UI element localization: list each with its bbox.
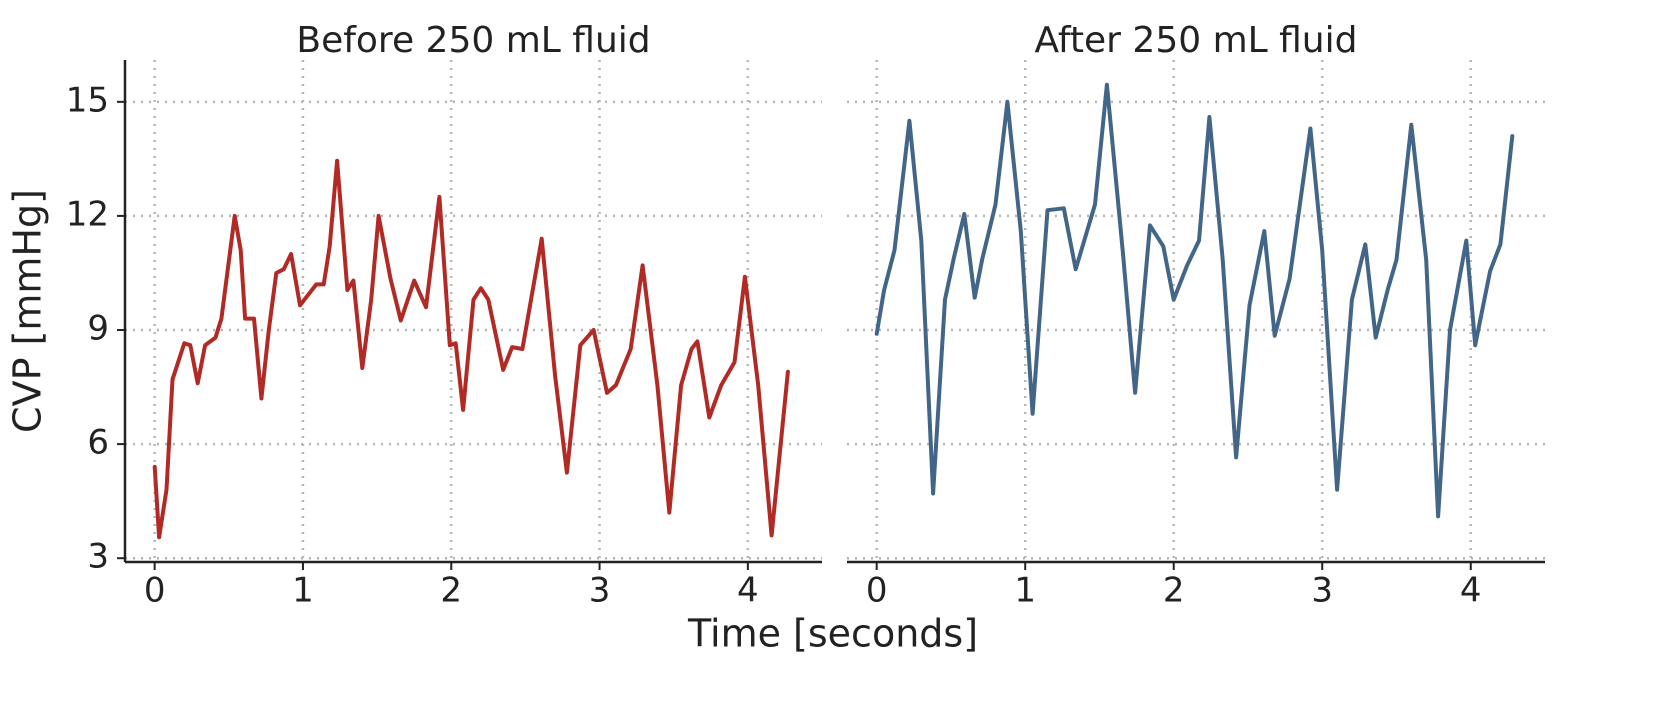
x-tick-label: 4 xyxy=(737,571,759,611)
panel-title: After 250 mL fluid xyxy=(1035,20,1358,61)
x-tick-label: 2 xyxy=(1163,571,1185,611)
cvp-line xyxy=(152,158,790,540)
y-tick-label: 15 xyxy=(66,80,109,120)
x-tick-label: 1 xyxy=(292,571,314,611)
x-tick-label: 2 xyxy=(440,571,462,611)
y-tick-label: 12 xyxy=(66,194,109,234)
cvp-line xyxy=(874,82,1515,519)
x-tick-label: 1 xyxy=(1014,571,1036,611)
x-tick-label: 3 xyxy=(589,571,611,611)
y-tick-label: 9 xyxy=(87,309,109,349)
x-tick-label: 0 xyxy=(866,571,888,611)
x-tick-label: 3 xyxy=(1311,571,1333,611)
x-axis-label: Time [seconds] xyxy=(687,612,978,656)
y-axis-label: CVP [mmHg] xyxy=(6,189,50,433)
y-tick-label: 6 xyxy=(87,423,109,463)
panel-title: Before 250 mL fluid xyxy=(296,20,650,61)
x-tick-label: 0 xyxy=(144,571,166,611)
y-tick-label: 3 xyxy=(87,537,109,577)
x-tick-label: 4 xyxy=(1460,571,1482,611)
